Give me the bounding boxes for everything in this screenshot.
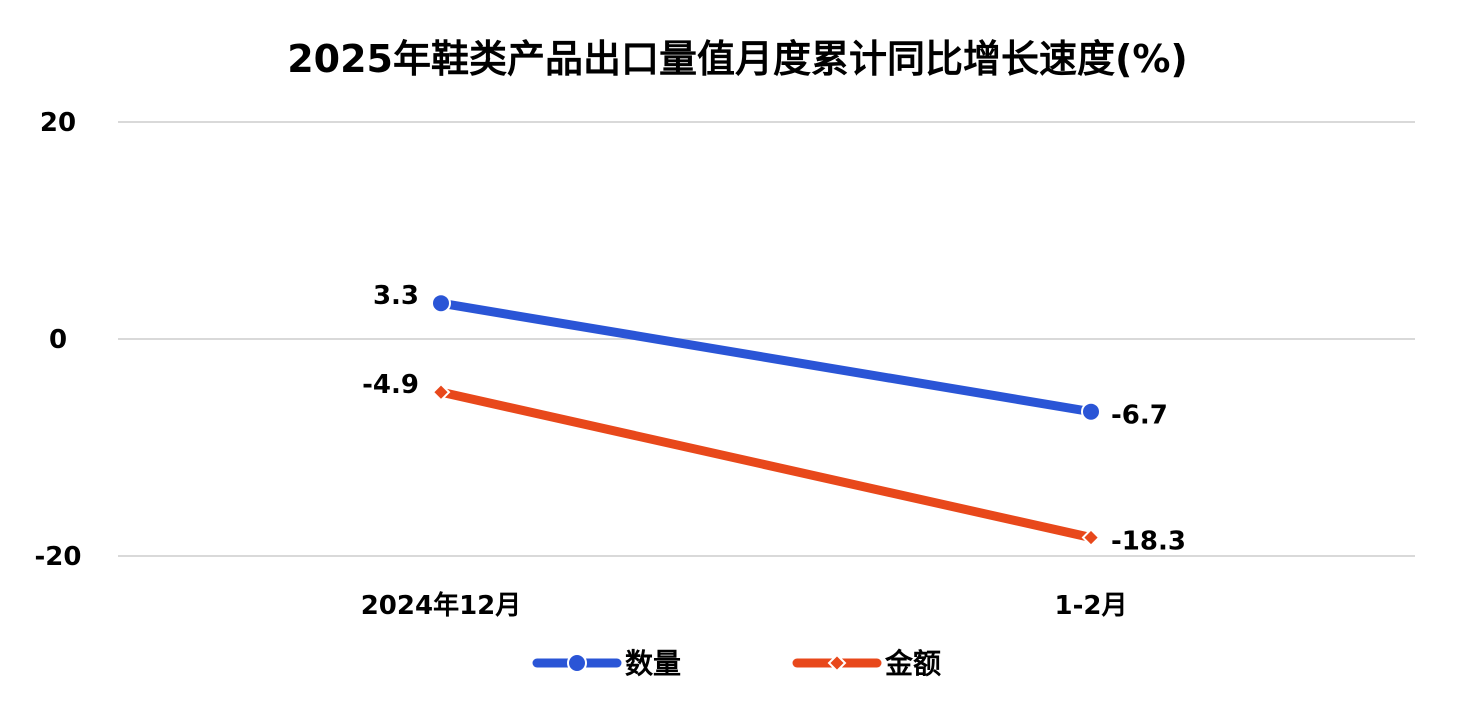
legend-marker [567, 653, 587, 673]
legend-label: 数量 [625, 647, 681, 680]
series-line-0 [436, 298, 1096, 417]
data-labels: 3.3 -6.7 -4.9 -18.3 [362, 281, 1186, 556]
y-axis-ticks: 20 0 -20 [35, 108, 82, 572]
x-tick-label: 2024年12月 [361, 590, 522, 621]
data-point [1081, 401, 1101, 422]
gridlines [118, 121, 1415, 557]
y-tick-label: 0 [49, 325, 67, 355]
chart-title: 2025年鞋类产品出口量值月度累计同比增长速度(%) [287, 37, 1188, 81]
data-point [431, 293, 451, 314]
data-label: -6.7 [1111, 401, 1168, 431]
series-line-1 [436, 387, 1096, 543]
data-label: -18.3 [1111, 527, 1186, 557]
y-tick-label: 20 [40, 108, 76, 138]
legend-marker [827, 653, 847, 673]
data-label: 3.3 [373, 281, 419, 311]
x-tick-label: 1-2月 [1055, 591, 1128, 621]
legend-label: 金额 [884, 647, 941, 680]
series-lines [431, 293, 1101, 547]
legend-item: 金额 [792, 647, 941, 680]
x-axis-ticks: 2024年12月 1-2月 [361, 590, 1128, 621]
data-label: -4.9 [362, 370, 419, 400]
legend: 数量 金额 [532, 647, 941, 680]
legend-item: 数量 [532, 647, 681, 680]
data-point [431, 382, 451, 402]
data-point [1081, 528, 1101, 547]
y-tick-label: -20 [35, 542, 82, 572]
